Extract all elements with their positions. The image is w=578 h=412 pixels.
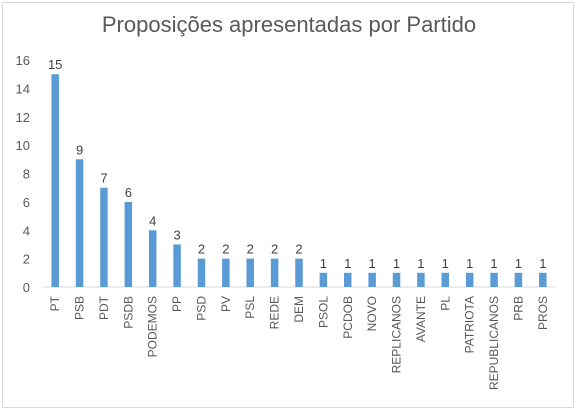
bar xyxy=(465,272,474,287)
x-tick-label: PP xyxy=(170,296,184,312)
data-label: 1 xyxy=(417,256,424,271)
data-label: 2 xyxy=(247,242,254,257)
bar xyxy=(417,272,425,287)
bar xyxy=(490,272,498,287)
bar xyxy=(295,258,303,287)
bar xyxy=(197,258,206,287)
x-tick-label: PT xyxy=(48,295,62,311)
bar xyxy=(222,258,230,287)
x-tick-label: AVANTE xyxy=(414,296,428,342)
data-label: 3 xyxy=(173,227,180,242)
bar xyxy=(539,272,547,287)
y-tick-label: 10 xyxy=(16,138,30,153)
data-label: 7 xyxy=(100,171,107,186)
x-tick-label: PATRIOTA xyxy=(463,296,477,353)
bar xyxy=(441,272,450,287)
x-tick-label: PSD xyxy=(194,296,208,321)
x-tick-label: REPLICANOS xyxy=(390,296,404,373)
y-tick-label: 4 xyxy=(23,223,30,238)
bar xyxy=(368,272,376,287)
x-tick-label: PODEMOS xyxy=(146,296,160,357)
bar xyxy=(100,187,108,287)
data-label: 15 xyxy=(48,57,62,72)
bar xyxy=(173,244,181,287)
y-tick-label: 16 xyxy=(16,53,30,68)
data-label: 1 xyxy=(490,256,497,271)
data-label: 1 xyxy=(442,256,449,271)
bar xyxy=(344,272,352,287)
y-tick-label: 12 xyxy=(16,110,30,125)
data-label: 6 xyxy=(125,185,132,200)
data-label: 2 xyxy=(222,242,229,257)
data-label: 1 xyxy=(344,256,351,271)
data-label: 2 xyxy=(198,242,205,257)
x-tick-label: PSOL xyxy=(316,296,330,328)
y-tick-label: 6 xyxy=(23,195,30,210)
x-tick-label: PROS xyxy=(536,296,550,330)
bar xyxy=(148,230,157,287)
x-tick-label: PV xyxy=(219,296,233,312)
bar xyxy=(51,74,59,287)
bar xyxy=(246,258,254,287)
data-label: 9 xyxy=(76,142,83,157)
x-tick-label: REPUBLICANOS xyxy=(487,296,501,390)
x-tick-label: PCDOB xyxy=(341,296,355,339)
data-label: 2 xyxy=(271,242,278,257)
x-tick-label: PSB xyxy=(73,296,87,320)
x-tick-label: PL xyxy=(438,296,452,311)
bar xyxy=(319,272,328,287)
data-label: 1 xyxy=(466,256,473,271)
chart-frame xyxy=(2,2,574,408)
y-tick-label: 14 xyxy=(16,81,30,96)
y-tick-label: 8 xyxy=(23,167,30,182)
data-label: 1 xyxy=(320,256,327,271)
data-label: 1 xyxy=(539,256,546,271)
x-tick-label: REDE xyxy=(268,296,282,329)
data-label: 2 xyxy=(295,242,302,257)
data-label: 1 xyxy=(369,256,376,271)
x-tick-label: PRB xyxy=(511,296,525,321)
bar xyxy=(514,272,523,287)
x-tick-label: PDT xyxy=(97,295,111,320)
x-tick-label: PSL xyxy=(243,296,257,319)
bar xyxy=(270,258,279,287)
bar xyxy=(75,159,84,287)
x-tick-label: NOVO xyxy=(365,296,379,331)
data-label: 1 xyxy=(515,256,522,271)
x-tick-label: DEM xyxy=(292,296,306,323)
x-tick-label: PSDB xyxy=(121,296,135,329)
data-label: 1 xyxy=(393,256,400,271)
data-label: 4 xyxy=(149,213,156,228)
chart-title: Proposições apresentadas por Partido xyxy=(101,12,477,37)
y-tick-label: 0 xyxy=(23,280,30,295)
bar xyxy=(392,272,401,287)
y-tick-label: 2 xyxy=(23,252,30,267)
bar xyxy=(124,201,133,287)
